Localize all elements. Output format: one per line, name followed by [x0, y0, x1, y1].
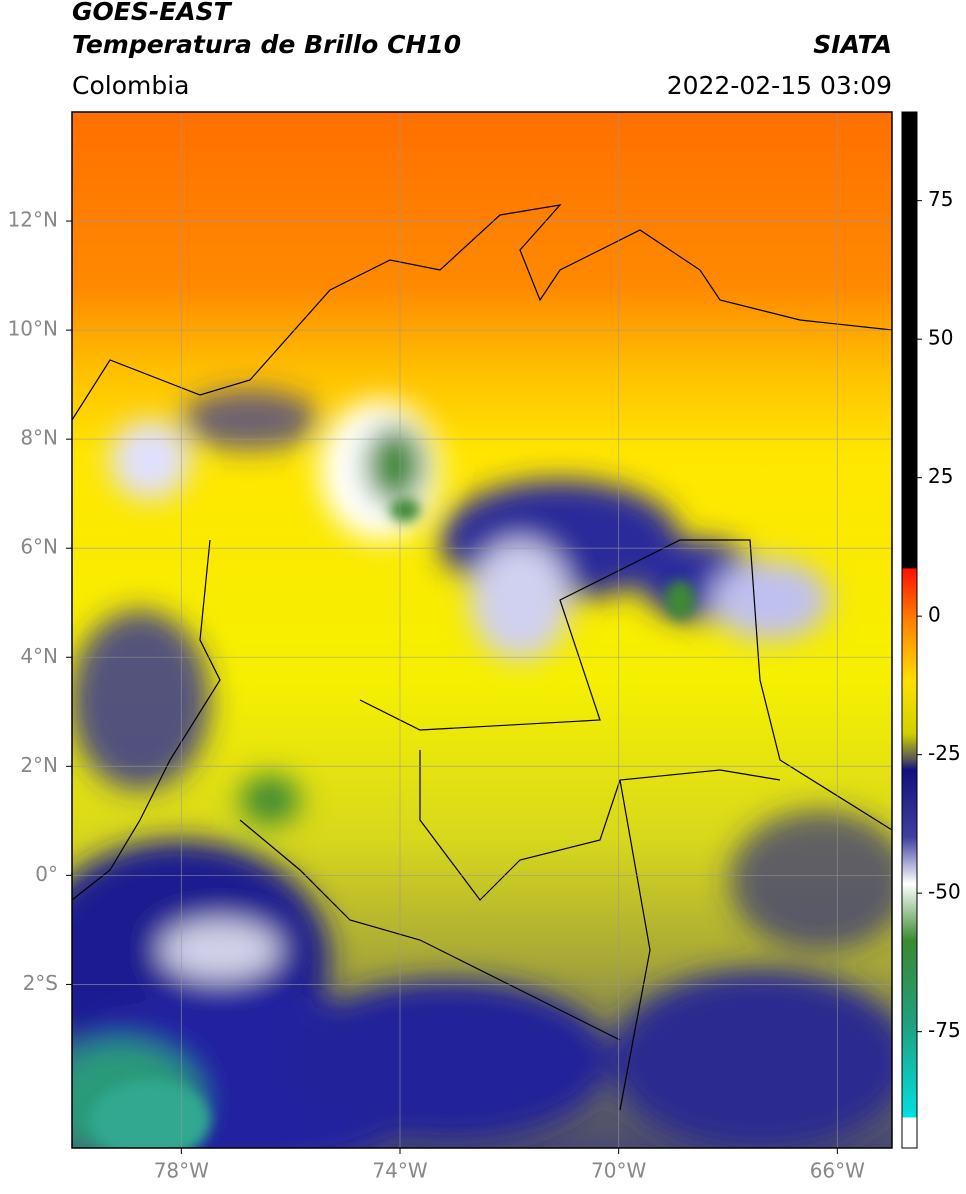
colorbar-tick-label: -50 [928, 880, 961, 904]
source: SIATA [813, 30, 892, 59]
datetime: 2022-02-15 03:09 [667, 71, 892, 100]
y-tick-label: 10°N [8, 317, 58, 341]
colorbar-tick-label: 0 [928, 603, 941, 627]
y-tick-label: 2°S [23, 971, 58, 995]
x-tick-label: 70°W [591, 1159, 646, 1183]
x-tick-label: 78°W [154, 1159, 209, 1183]
colorbar [901, 111, 918, 1149]
colorbar-tick-label: 50 [928, 326, 953, 350]
x-tick-label: 74°W [372, 1159, 427, 1183]
map-frame [71, 111, 893, 1149]
x-tick-label: 66°W [810, 1159, 865, 1183]
colorbar-tick-label: 75 [928, 187, 953, 211]
y-tick-label: 4°N [20, 644, 58, 668]
title: GOES-EAST [72, 0, 233, 26]
y-tick-label: 2°N [20, 753, 58, 777]
y-tick-label: 6°N [20, 535, 58, 559]
satellite-image [72, 112, 892, 1148]
colorbar-tick-label: -25 [928, 741, 961, 765]
y-tick-label: 0° [35, 862, 58, 886]
grid [72, 112, 892, 1148]
y-tick-label: 8°N [20, 426, 58, 450]
colorbar-tick-label: -75 [928, 1018, 961, 1042]
subtitle: Temperatura de Brillo CH10 [72, 30, 461, 59]
y-tick-label: 12°N [8, 208, 58, 232]
region: Colombia [72, 71, 189, 100]
colorbar-tick-label: 25 [928, 464, 953, 488]
